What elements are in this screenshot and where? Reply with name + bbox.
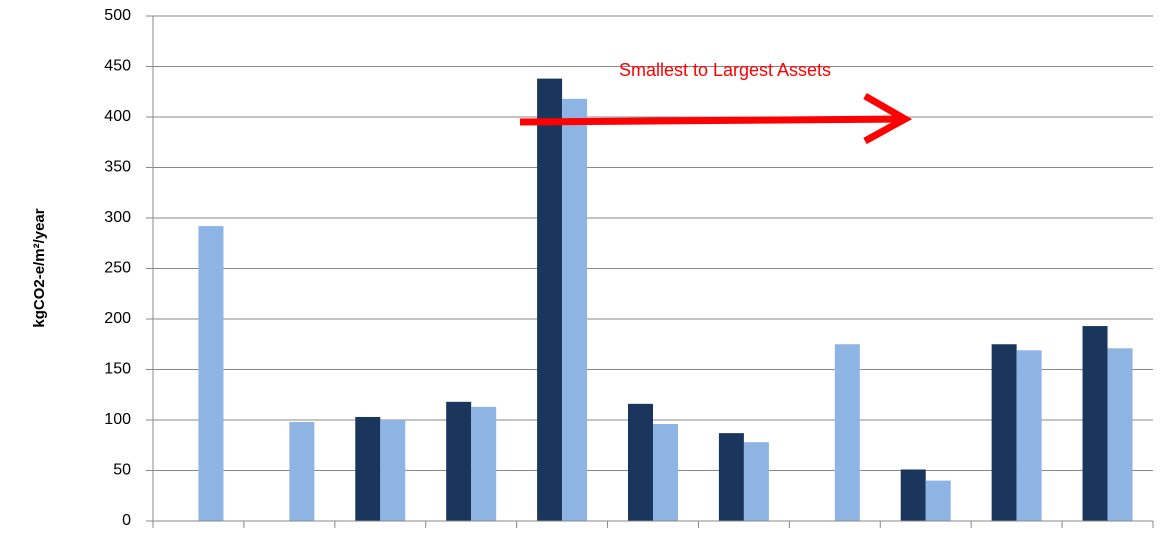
bar <box>1082 326 1108 521</box>
bar <box>628 403 653 521</box>
bar <box>1016 350 1042 521</box>
y-tick-label: 500 <box>104 7 131 24</box>
y-tick-label: 50 <box>113 462 131 479</box>
y-tick-label: 400 <box>104 108 131 125</box>
annotation: Smallest to Largest Assets <box>619 60 831 80</box>
bar <box>355 416 381 521</box>
bar <box>289 422 315 521</box>
bar <box>198 226 224 521</box>
bar <box>471 406 497 521</box>
bar <box>446 401 472 521</box>
y-tick-label: 150 <box>104 361 131 378</box>
bar <box>1107 348 1133 521</box>
arrow-head <box>863 92 913 145</box>
bar <box>653 424 678 521</box>
y-tick-label: 350 <box>104 159 131 176</box>
y-tick-label: 450 <box>104 58 131 75</box>
bar <box>991 344 1017 521</box>
y-tick-label: 0 <box>122 512 131 529</box>
bar <box>718 433 744 521</box>
bar <box>380 420 406 521</box>
bar <box>537 78 563 522</box>
y-tick-label: 300 <box>104 209 131 226</box>
arrow-shaft <box>519 115 906 126</box>
bar <box>925 480 951 521</box>
bar <box>743 442 769 521</box>
bar <box>834 344 860 521</box>
bar <box>562 98 588 521</box>
y-tick-label: 250 <box>104 260 131 277</box>
bar <box>900 469 926 521</box>
y-tick-label: 200 <box>104 310 131 327</box>
y-axis-label: kgCO2-e/m²/year <box>31 208 48 327</box>
y-tick-label: 100 <box>104 411 131 428</box>
